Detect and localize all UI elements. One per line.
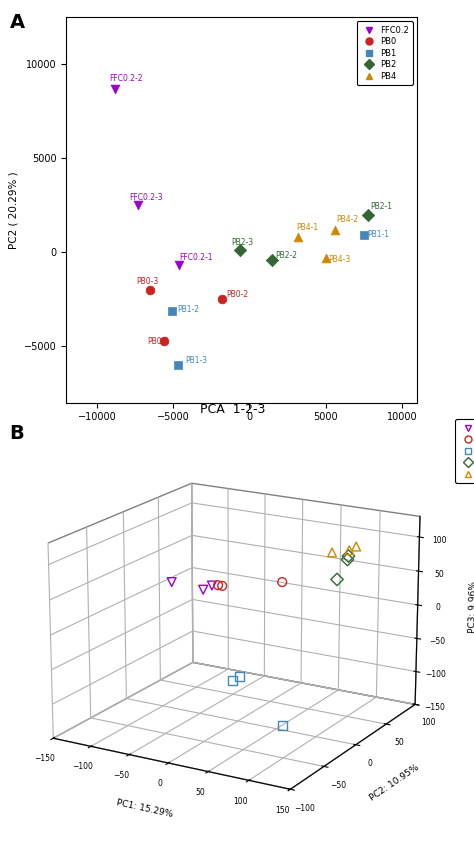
Text: FFC0.2-1: FFC0.2-1 [179, 253, 213, 262]
Text: PB2-1: PB2-1 [370, 202, 392, 211]
X-axis label: PC1: 15.29%: PC1: 15.29% [116, 798, 174, 819]
Text: PB2-3: PB2-3 [231, 237, 253, 247]
Point [268, 253, 276, 267]
Point [134, 198, 142, 212]
Text: FFC0.2-3: FFC0.2-3 [129, 192, 163, 202]
Point [218, 293, 226, 307]
Text: PB4-2: PB4-2 [336, 215, 358, 224]
Y-axis label: PC2: 10.95%: PC2: 10.95% [368, 763, 420, 803]
Point [175, 259, 183, 273]
Text: FFC0.2-2: FFC0.2-2 [109, 74, 143, 83]
Title: PCA  1-2-3: PCA 1-2-3 [200, 403, 265, 416]
Legend: FFC0.2, PB0, PB1, PB2, PB4: FFC0.2, PB0, PB1, PB2, PB4 [357, 22, 413, 85]
Point [168, 304, 175, 318]
Text: PB0-2: PB0-2 [227, 290, 249, 300]
Text: PB2-2: PB2-2 [275, 251, 297, 260]
Text: PB1-2: PB1-2 [178, 306, 200, 314]
Text: PB1-1: PB1-1 [367, 230, 389, 239]
Point [146, 283, 154, 297]
Y-axis label: PC2 ( 20.29% ): PC2 ( 20.29% ) [9, 171, 18, 249]
Point [322, 251, 329, 265]
Text: A: A [9, 13, 25, 32]
Point [111, 81, 119, 95]
Point [360, 229, 367, 242]
Point [237, 243, 244, 257]
Point [294, 230, 302, 244]
Text: PB4-3: PB4-3 [328, 255, 351, 263]
Text: PB1-3: PB1-3 [185, 356, 208, 365]
Text: PB4-1: PB4-1 [297, 223, 319, 231]
Point [331, 223, 338, 236]
Text: PB0-1: PB0-1 [147, 337, 169, 346]
Point [160, 333, 168, 347]
Legend: FFC0.2, PB0, PB1, PB2, PB4: FFC0.2, PB0, PB1, PB2, PB4 [456, 419, 474, 482]
Text: B: B [9, 424, 24, 443]
X-axis label: PC1 ( 53.4% ): PC1 ( 53.4% ) [206, 428, 277, 438]
Point [365, 208, 372, 222]
Text: PB0-3: PB0-3 [137, 277, 159, 286]
Point [174, 359, 182, 372]
